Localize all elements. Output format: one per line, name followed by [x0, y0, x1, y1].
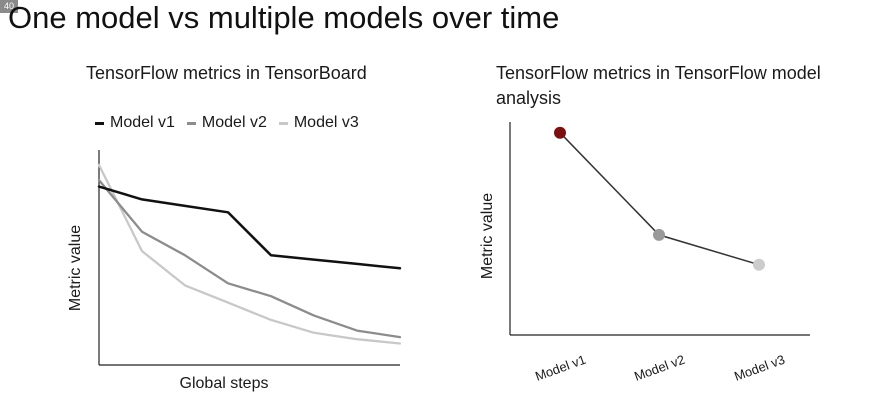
metric-point-model-v1 [554, 126, 566, 139]
left-chart-legend: Model v1 Model v2 Model v3 [95, 114, 359, 132]
legend-label-model-v2: Model v2 [201, 114, 267, 131]
series-line-model-v2 [97, 178, 402, 339]
left-chart: Global steps Metric value [67, 150, 402, 392]
right-chart-series-group [554, 126, 765, 271]
legend-swatch-model-v3 [278, 121, 288, 125]
metric-point-model-v3 [753, 258, 765, 271]
legend-item-model-v2: Model v2 [186, 114, 267, 132]
tick-label-model-v3: Model v3 [732, 352, 787, 384]
tick-label-model-v1: Model v1 [533, 352, 588, 384]
legend-label-model-v1: Model v1 [110, 114, 175, 131]
left-chart-title: TensorFlow metrics in TensorBoard [86, 63, 367, 83]
right-chart: Metric value Model v1 Model v2 Model v3 [479, 122, 810, 384]
legend-swatch-model-v1 [95, 121, 104, 125]
legend-item-model-v1: Model v1 [95, 114, 175, 132]
slide-title: One model vs multiple models over time [8, 0, 560, 35]
legend-swatch-model-v2 [186, 121, 196, 125]
legend-label-model-v3: Model v3 [293, 114, 359, 131]
left-chart-series-group [97, 163, 402, 345]
left-chart-y-label: Metric value [67, 225, 84, 311]
right-chart-y-label: Metric value [479, 193, 496, 279]
metric-point-model-v2 [653, 228, 665, 241]
tick-label-model-v2: Model v2 [632, 352, 687, 384]
series-line-model-v3 [97, 163, 402, 345]
left-chart-x-label: Global steps [180, 375, 269, 392]
right-chart-title: TensorFlow metrics in TensorFlow model a… [496, 63, 821, 108]
slide-number-badge: 40 [0, 0, 18, 13]
metric-line [559, 132, 760, 266]
right-chart-tick-labels: Model v1 Model v2 Model v3 [533, 352, 787, 384]
legend-item-model-v3: Model v3 [278, 114, 359, 132]
series-line-model-v1 [97, 185, 402, 270]
